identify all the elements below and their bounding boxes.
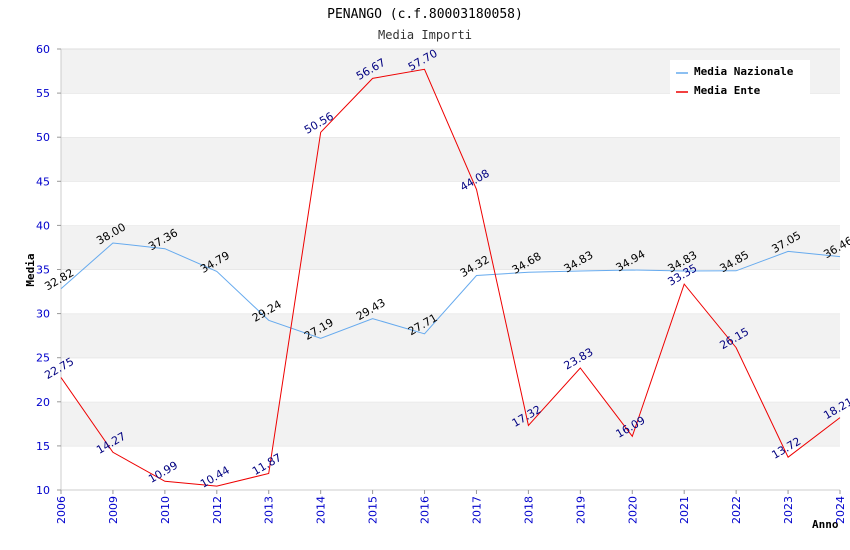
x-tick-label: 2020: [626, 496, 639, 524]
y-tick-label: 10: [36, 484, 50, 497]
chart-title: PENANGO (c.f.80003180058): [327, 7, 523, 22]
y-tick-label: 40: [36, 219, 50, 232]
y-tick-labels: 10 15 20 25 30 35 40 45 50 55 60: [36, 43, 61, 497]
y-tick-label: 25: [36, 352, 50, 365]
x-tick-label: 2014: [315, 496, 328, 524]
plot-band: [61, 181, 840, 226]
legend-label-media-ente: Media Ente: [694, 84, 761, 97]
y-tick-label: 60: [36, 43, 50, 56]
x-tick-label: 2012: [211, 496, 224, 524]
chart-subtitle: Media Importi: [378, 28, 472, 42]
plot-band: [61, 269, 840, 314]
x-tick-label: 2009: [107, 496, 120, 524]
y-axis-label: Media: [24, 253, 37, 286]
y-tick-label: 35: [36, 264, 50, 277]
plot-band: [61, 313, 840, 358]
series-layer: [60, 68, 841, 487]
x-tick-label: 2017: [470, 496, 483, 524]
y-tick-label: 20: [36, 396, 50, 409]
plot-band: [61, 137, 840, 182]
x-tick-label: 2010: [159, 496, 172, 524]
x-tick-label: 2022: [730, 496, 743, 524]
x-tick-label: 2018: [522, 496, 535, 524]
x-tick-label: 2024: [834, 496, 847, 524]
x-tick-label: 2019: [574, 496, 587, 524]
series-line-media-nazionale: [60, 242, 841, 339]
x-tick-label: 2015: [367, 496, 380, 524]
y-tick-label: 55: [36, 87, 50, 100]
legend-label-media-nazionale: Media Nazionale: [694, 65, 794, 78]
x-axis-label: Anno: [812, 518, 839, 531]
y-tick-label: 45: [36, 175, 50, 188]
plot-band: [61, 401, 840, 446]
y-tick-label: 15: [36, 440, 50, 453]
series-line-media-ente: [60, 68, 841, 487]
x-tick-label: 2016: [419, 496, 432, 524]
y-tick-label: 30: [36, 308, 50, 321]
legend-box: [670, 60, 810, 98]
x-tick-label: 2021: [678, 496, 691, 524]
y-tick-label: 50: [36, 131, 50, 144]
x-tick-labels: 2006 2009 2010 2012 2013 2014 2015 2016 2017 2018…: [55, 490, 847, 524]
x-tick-label: 2006: [55, 496, 68, 524]
plot-band: [61, 225, 840, 270]
legend: Media Nazionale Media Ente: [670, 60, 810, 98]
x-tick-label: 2013: [263, 496, 276, 524]
x-tick-label: 2023: [782, 496, 795, 524]
plot-band: [61, 357, 840, 402]
plot-band: [61, 445, 840, 490]
